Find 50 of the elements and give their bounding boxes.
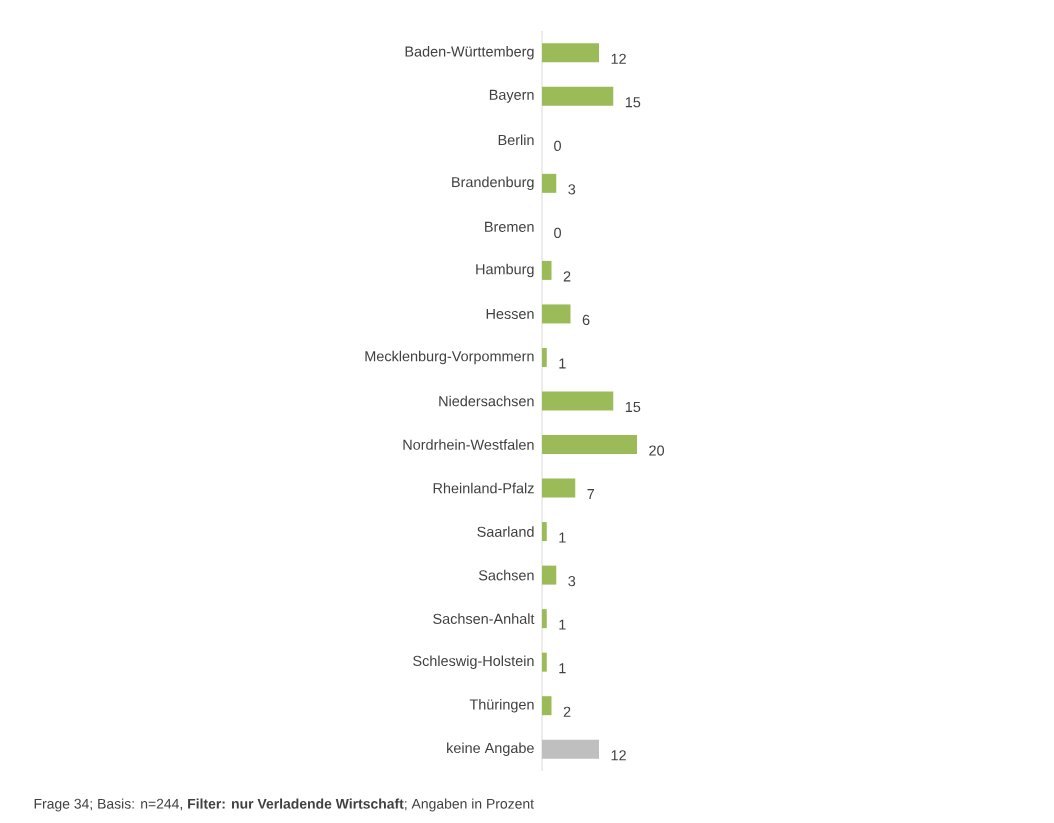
y-tick-label: Bayern bbox=[489, 89, 534, 103]
bar bbox=[542, 565, 557, 585]
data-label: 0 bbox=[554, 140, 561, 151]
y-tick-label: Berlin bbox=[498, 134, 534, 146]
data-label: 2 bbox=[563, 271, 571, 282]
y-tick-label: Rheinland-Pfalz bbox=[433, 482, 534, 494]
y-tick-label: Nordrhein-Westfalen bbox=[403, 439, 534, 450]
bar bbox=[542, 391, 614, 411]
bar bbox=[542, 435, 638, 455]
y-tick-label: Schleswig-Holstein bbox=[413, 655, 534, 669]
bar bbox=[542, 86, 614, 106]
data-label: 15 bbox=[625, 401, 641, 413]
data-label: 1 bbox=[559, 358, 566, 369]
bar bbox=[542, 609, 547, 629]
bar bbox=[542, 739, 600, 759]
data-label: 1 bbox=[559, 619, 566, 630]
y-tick-label: Sachsen-Anhalt bbox=[433, 613, 535, 624]
y-tick-label: Sachsen bbox=[478, 569, 534, 581]
bar bbox=[542, 696, 552, 716]
bar bbox=[542, 260, 552, 280]
bar bbox=[542, 522, 547, 542]
bar bbox=[542, 173, 557, 193]
y-tick-label: Mecklenburg-Vorpommern bbox=[365, 350, 534, 365]
data-label: 7 bbox=[587, 489, 595, 500]
text: Frage 34; Basis: n=244, Filter: nur Verladende Wirtschaft; Angaben in Prozent bbox=[34, 798, 534, 812]
data-label: 1 bbox=[559, 663, 566, 674]
y-tick-label: Saarland bbox=[477, 526, 534, 537]
bar bbox=[542, 478, 576, 498]
data-label: 0 bbox=[554, 227, 561, 238]
data-label: 20 bbox=[649, 445, 665, 456]
y-tick-label: Baden-Württemberg bbox=[405, 46, 534, 60]
bar bbox=[542, 304, 571, 324]
data-label: 15 bbox=[625, 97, 641, 108]
y-tick-label: Hamburg bbox=[476, 263, 534, 278]
y-tick-label: Hessen bbox=[486, 308, 534, 319]
data-label: 6 bbox=[582, 314, 590, 326]
data-label: 12 bbox=[611, 750, 626, 761]
data-label: 3 bbox=[568, 184, 576, 195]
data-label: 3 bbox=[568, 575, 576, 587]
y-tick-label: Brandenburg bbox=[452, 176, 534, 191]
y-tick-label: Niedersachsen bbox=[439, 395, 534, 407]
bar bbox=[542, 43, 600, 63]
bar bbox=[542, 347, 547, 367]
y-tick-label: keine Angabe bbox=[447, 742, 534, 756]
y-tick-label: Thüringen bbox=[469, 698, 534, 713]
data-label: 1 bbox=[559, 532, 566, 543]
data-label: 12 bbox=[611, 53, 626, 64]
data-label: 2 bbox=[563, 706, 571, 717]
bar bbox=[542, 652, 547, 672]
y-tick-label: Bremen bbox=[485, 221, 534, 232]
